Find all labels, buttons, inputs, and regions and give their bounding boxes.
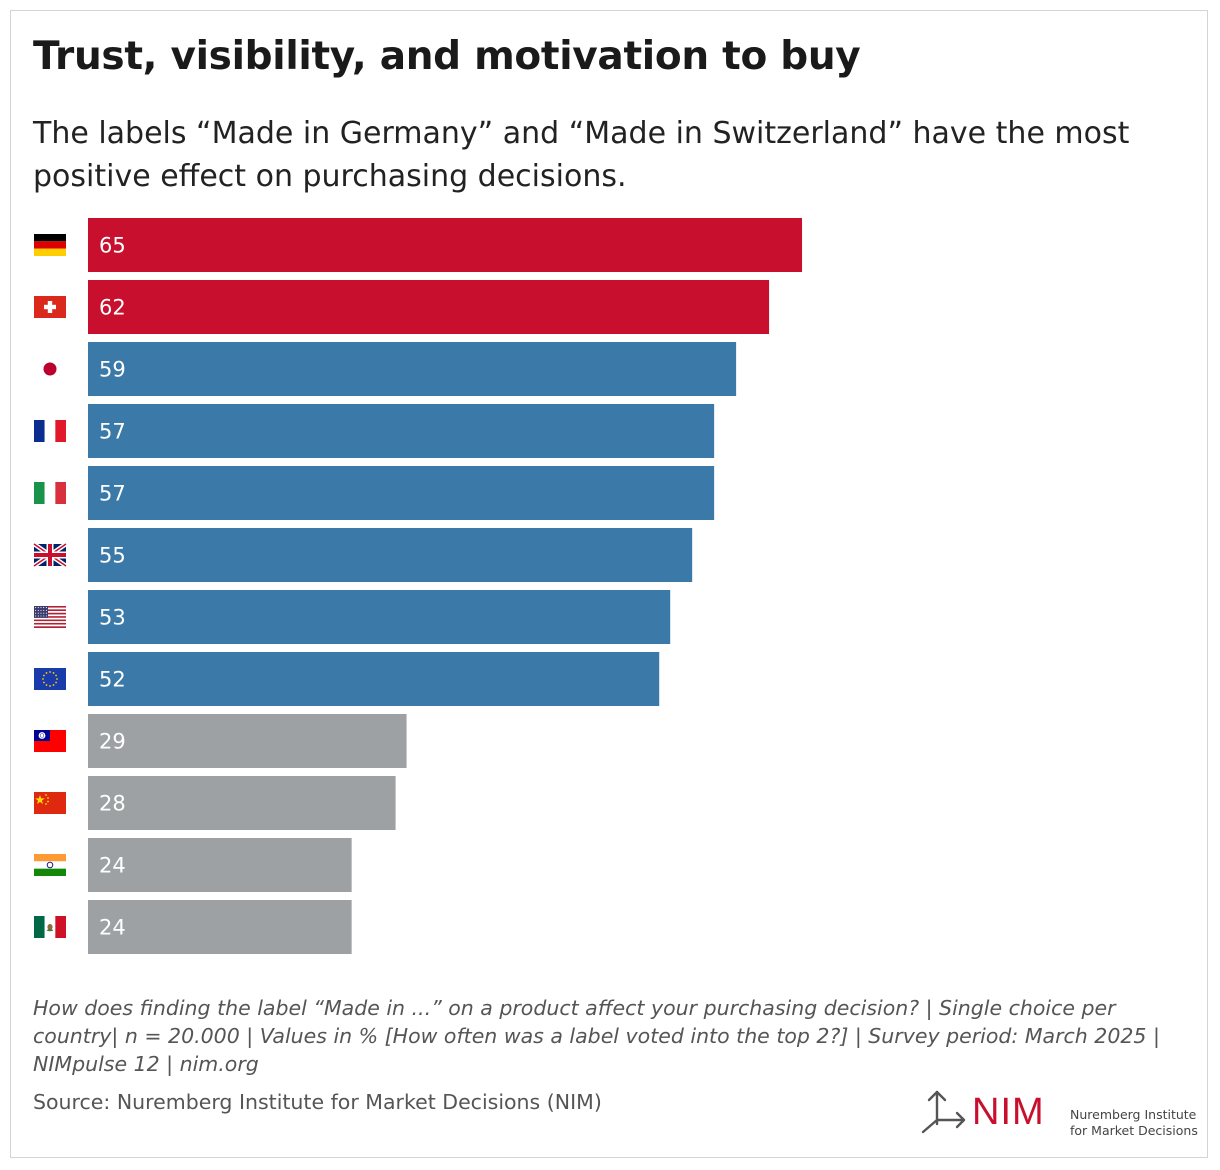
bar-united-kingdom bbox=[88, 528, 693, 582]
switzerland-flag-icon bbox=[34, 296, 66, 318]
bar-value-label: 62 bbox=[99, 296, 126, 320]
bar-japan bbox=[88, 342, 737, 396]
bar-switzerland bbox=[88, 280, 770, 334]
taiwan-flag-icon bbox=[34, 730, 66, 752]
chart-subtitle: The labels “Made in Germany” and “Made i… bbox=[33, 116, 1130, 194]
bar-value-label: 24 bbox=[99, 854, 126, 878]
japan-flag-icon bbox=[34, 358, 66, 380]
bar-mexico bbox=[88, 900, 352, 954]
eu-flag-icon bbox=[34, 668, 66, 690]
logo-subtitle: Nuremberg Institute for Market Decisions bbox=[1070, 1107, 1200, 1139]
bar-usa bbox=[88, 590, 671, 644]
chart-frame bbox=[10, 10, 1208, 1158]
source-line: Source: Nuremberg Institute for Market D… bbox=[33, 1090, 602, 1114]
bar-value-label: 59 bbox=[99, 358, 126, 382]
bar-value-label: 29 bbox=[99, 730, 126, 754]
india-flag-icon bbox=[34, 854, 66, 876]
bar-china bbox=[88, 776, 396, 830]
bar-taiwan bbox=[88, 714, 407, 768]
bar-value-label: 57 bbox=[99, 420, 126, 444]
bar-india bbox=[88, 838, 352, 892]
bar-value-label: 28 bbox=[99, 792, 126, 816]
bar-value-label: 24 bbox=[99, 916, 126, 940]
nim-logo: NIM Nuremberg Institute for Market Decis… bbox=[920, 1088, 1198, 1138]
logo-subtitle-line2: for Market Decisions bbox=[1070, 1123, 1198, 1138]
bar-value-label: 57 bbox=[99, 482, 126, 506]
bar-italy bbox=[88, 466, 715, 520]
arrow-split-icon bbox=[921, 1090, 966, 1134]
mexico-flag-icon bbox=[34, 916, 66, 938]
chart-title: Trust, visibility, and motivation to buy bbox=[33, 34, 861, 79]
italy-flag-icon bbox=[34, 482, 66, 504]
logo-wordmark: NIM bbox=[972, 1091, 1045, 1133]
bar-germany bbox=[88, 218, 803, 272]
logo-subtitle-line1: Nuremberg Institute bbox=[1070, 1107, 1197, 1122]
bar-value-label: 52 bbox=[99, 668, 126, 692]
bar-value-label: 55 bbox=[99, 544, 126, 568]
bar-european-union bbox=[88, 652, 660, 706]
bar-value-label: 65 bbox=[99, 234, 126, 258]
germany-flag-icon bbox=[34, 234, 66, 256]
uk-flag-icon bbox=[32, 542, 68, 568]
usa-flag-icon bbox=[34, 606, 66, 628]
survey-note: How does finding the label “Made in ...”… bbox=[33, 996, 1160, 1076]
bar-france bbox=[88, 404, 715, 458]
france-flag-icon bbox=[34, 420, 66, 442]
bar-value-label: 53 bbox=[99, 606, 126, 630]
china-flag-icon bbox=[34, 792, 66, 814]
